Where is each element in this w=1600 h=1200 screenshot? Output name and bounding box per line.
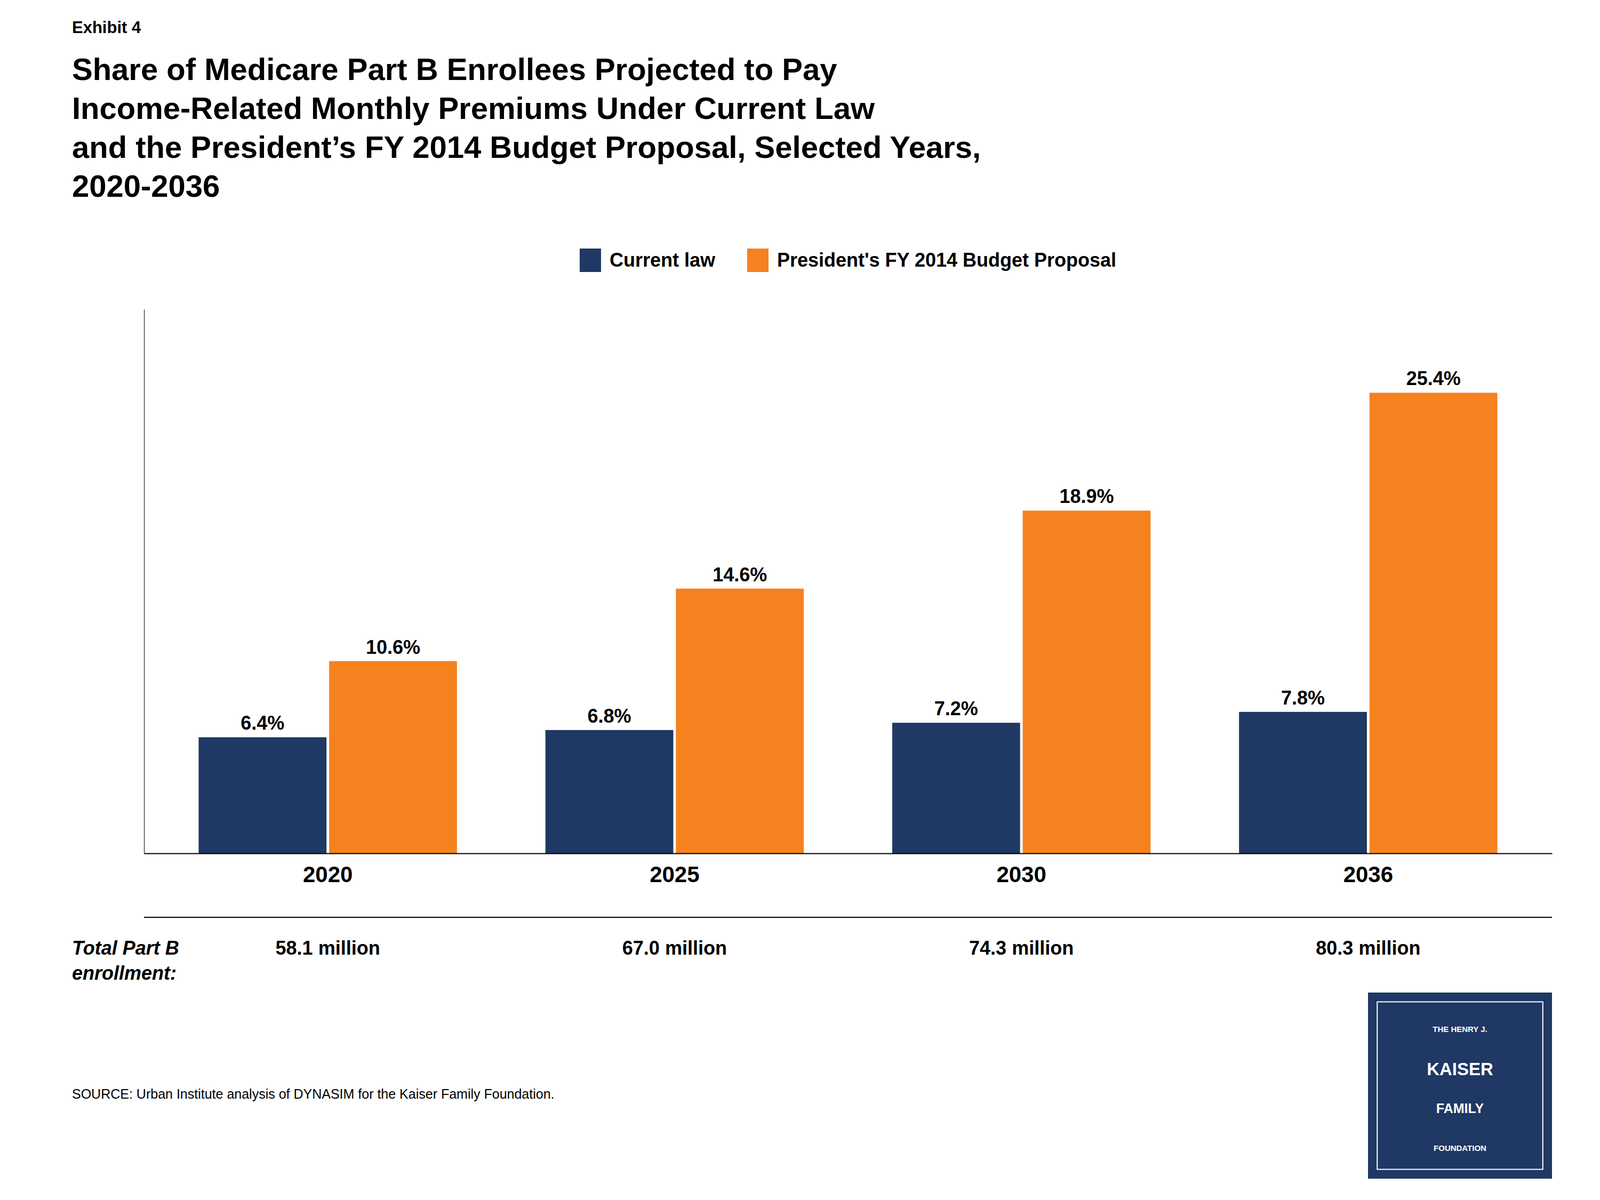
title-line: Income-Related Monthly Premiums Under Cu… bbox=[72, 90, 876, 126]
chart-root: Exhibit 4 Share of Medicare Part B Enroll… bbox=[0, 0, 1600, 1200]
bar bbox=[329, 661, 458, 854]
legend-item: President's FY 2014 Budget Proposal bbox=[747, 248, 1117, 272]
logo-text: FAMILY bbox=[1436, 1100, 1485, 1116]
legend-label: President's FY 2014 Budget Proposal bbox=[777, 249, 1117, 271]
bar bbox=[892, 722, 1021, 854]
logo-box bbox=[1368, 992, 1552, 1179]
bar-series bbox=[329, 392, 1498, 854]
legend-label: Current law bbox=[609, 249, 716, 271]
enrollment-value: 74.3 million bbox=[969, 937, 1074, 959]
logo-text: FOUNDATION bbox=[1433, 1143, 1487, 1153]
x-tick: 2020 bbox=[302, 853, 353, 887]
data-labels: 6.4% 6.8% 7.2% 7.8% 10.6% 14.6% 18.9% 25.4% bbox=[240, 367, 1461, 734]
y-axis-line bbox=[144, 309, 145, 854]
logo: THE HENRY J. KAISER FAMILY FOUNDATION bbox=[1368, 992, 1552, 1179]
x-tick: 2036 bbox=[1343, 853, 1394, 887]
bar bbox=[1022, 510, 1151, 854]
data-label: 10.6% bbox=[365, 636, 421, 659]
x-tick-label: 2036 bbox=[1343, 861, 1394, 887]
bar bbox=[545, 730, 674, 854]
title-line: 2020-2036 bbox=[72, 168, 220, 204]
source: SOURCE: Urban Institute analysis of DYNA… bbox=[72, 1086, 555, 1102]
title-line: and the President’s FY 2014 Budget Propo… bbox=[72, 129, 981, 165]
exhibit-label: Exhibit 4 bbox=[72, 18, 142, 37]
x-tick: 2030 bbox=[996, 853, 1046, 887]
bar bbox=[198, 737, 327, 854]
enrollment-value: 80.3 million bbox=[1315, 937, 1421, 959]
x-axis: 2020 2025 2030 2036 bbox=[144, 853, 1553, 887]
legend-item: Current law bbox=[579, 248, 716, 272]
data-label: 6.4% bbox=[240, 712, 285, 734]
data-label: 6.8% bbox=[587, 705, 632, 727]
legend: Current law President's FY 2014 Budget Pr… bbox=[579, 248, 1117, 272]
enrollment-label: Total Part B bbox=[72, 937, 180, 959]
title-line: Share of Medicare Part B Enrollees Proje… bbox=[72, 51, 837, 87]
legend-swatch bbox=[747, 248, 769, 272]
logo-border bbox=[1377, 1001, 1543, 1170]
enrollment: Total Part B enrollment: 58.1 million 67.0 … bbox=[72, 937, 1421, 984]
enrollment-label: enrollment: bbox=[72, 962, 177, 984]
legend-swatch bbox=[579, 248, 602, 272]
bar bbox=[1238, 712, 1367, 854]
data-label: 18.9% bbox=[1059, 485, 1114, 508]
logo-text: KAISER bbox=[1426, 1059, 1494, 1079]
x-tick-label: 2030 bbox=[996, 861, 1046, 887]
bar bbox=[1369, 392, 1498, 854]
data-label: 25.4% bbox=[1406, 367, 1461, 390]
separator bbox=[144, 916, 1552, 918]
enrollment-value: 58.1 million bbox=[275, 937, 381, 959]
data-label: 14.6% bbox=[712, 563, 767, 586]
x-tick-label: 2020 bbox=[302, 861, 353, 887]
logo-text: THE HENRY J. bbox=[1432, 1024, 1488, 1034]
background bbox=[0, 0, 1600, 1200]
bar bbox=[675, 588, 804, 854]
x-tick: 2025 bbox=[649, 853, 700, 887]
bars bbox=[198, 392, 1498, 854]
x-tick-label: 2025 bbox=[649, 861, 700, 887]
title: Share of Medicare Part B Enrollees Proje… bbox=[72, 51, 981, 204]
data-label: 7.2% bbox=[934, 697, 979, 720]
x-axis-line bbox=[144, 853, 1553, 855]
y-axis bbox=[144, 309, 145, 854]
data-label: 7.8% bbox=[1281, 686, 1325, 709]
enrollment-value: 67.0 million bbox=[622, 937, 727, 959]
